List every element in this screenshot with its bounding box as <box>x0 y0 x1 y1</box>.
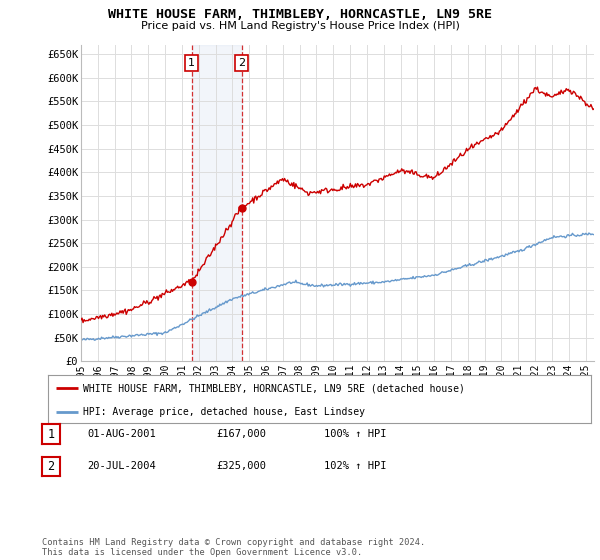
Text: £325,000: £325,000 <box>216 461 266 472</box>
Text: WHITE HOUSE FARM, THIMBLEBY, HORNCASTLE, LN9 5RE (detached house): WHITE HOUSE FARM, THIMBLEBY, HORNCASTLE,… <box>83 383 465 393</box>
Text: 2: 2 <box>47 460 55 473</box>
Text: 1: 1 <box>47 427 55 441</box>
Text: HPI: Average price, detached house, East Lindsey: HPI: Average price, detached house, East… <box>83 407 365 417</box>
Text: WHITE HOUSE FARM, THIMBLEBY, HORNCASTLE, LN9 5RE: WHITE HOUSE FARM, THIMBLEBY, HORNCASTLE,… <box>108 8 492 21</box>
Bar <box>192 45 242 361</box>
Text: 1: 1 <box>188 58 195 68</box>
Text: Contains HM Land Registry data © Crown copyright and database right 2024.
This d: Contains HM Land Registry data © Crown c… <box>42 538 425 557</box>
Text: 20-JUL-2004: 20-JUL-2004 <box>87 461 156 472</box>
Text: 100% ↑ HPI: 100% ↑ HPI <box>324 429 386 439</box>
Text: £167,000: £167,000 <box>216 429 266 439</box>
Text: 2: 2 <box>238 58 245 68</box>
Text: 01-AUG-2001: 01-AUG-2001 <box>87 429 156 439</box>
Text: Price paid vs. HM Land Registry's House Price Index (HPI): Price paid vs. HM Land Registry's House … <box>140 21 460 31</box>
Text: 102% ↑ HPI: 102% ↑ HPI <box>324 461 386 472</box>
